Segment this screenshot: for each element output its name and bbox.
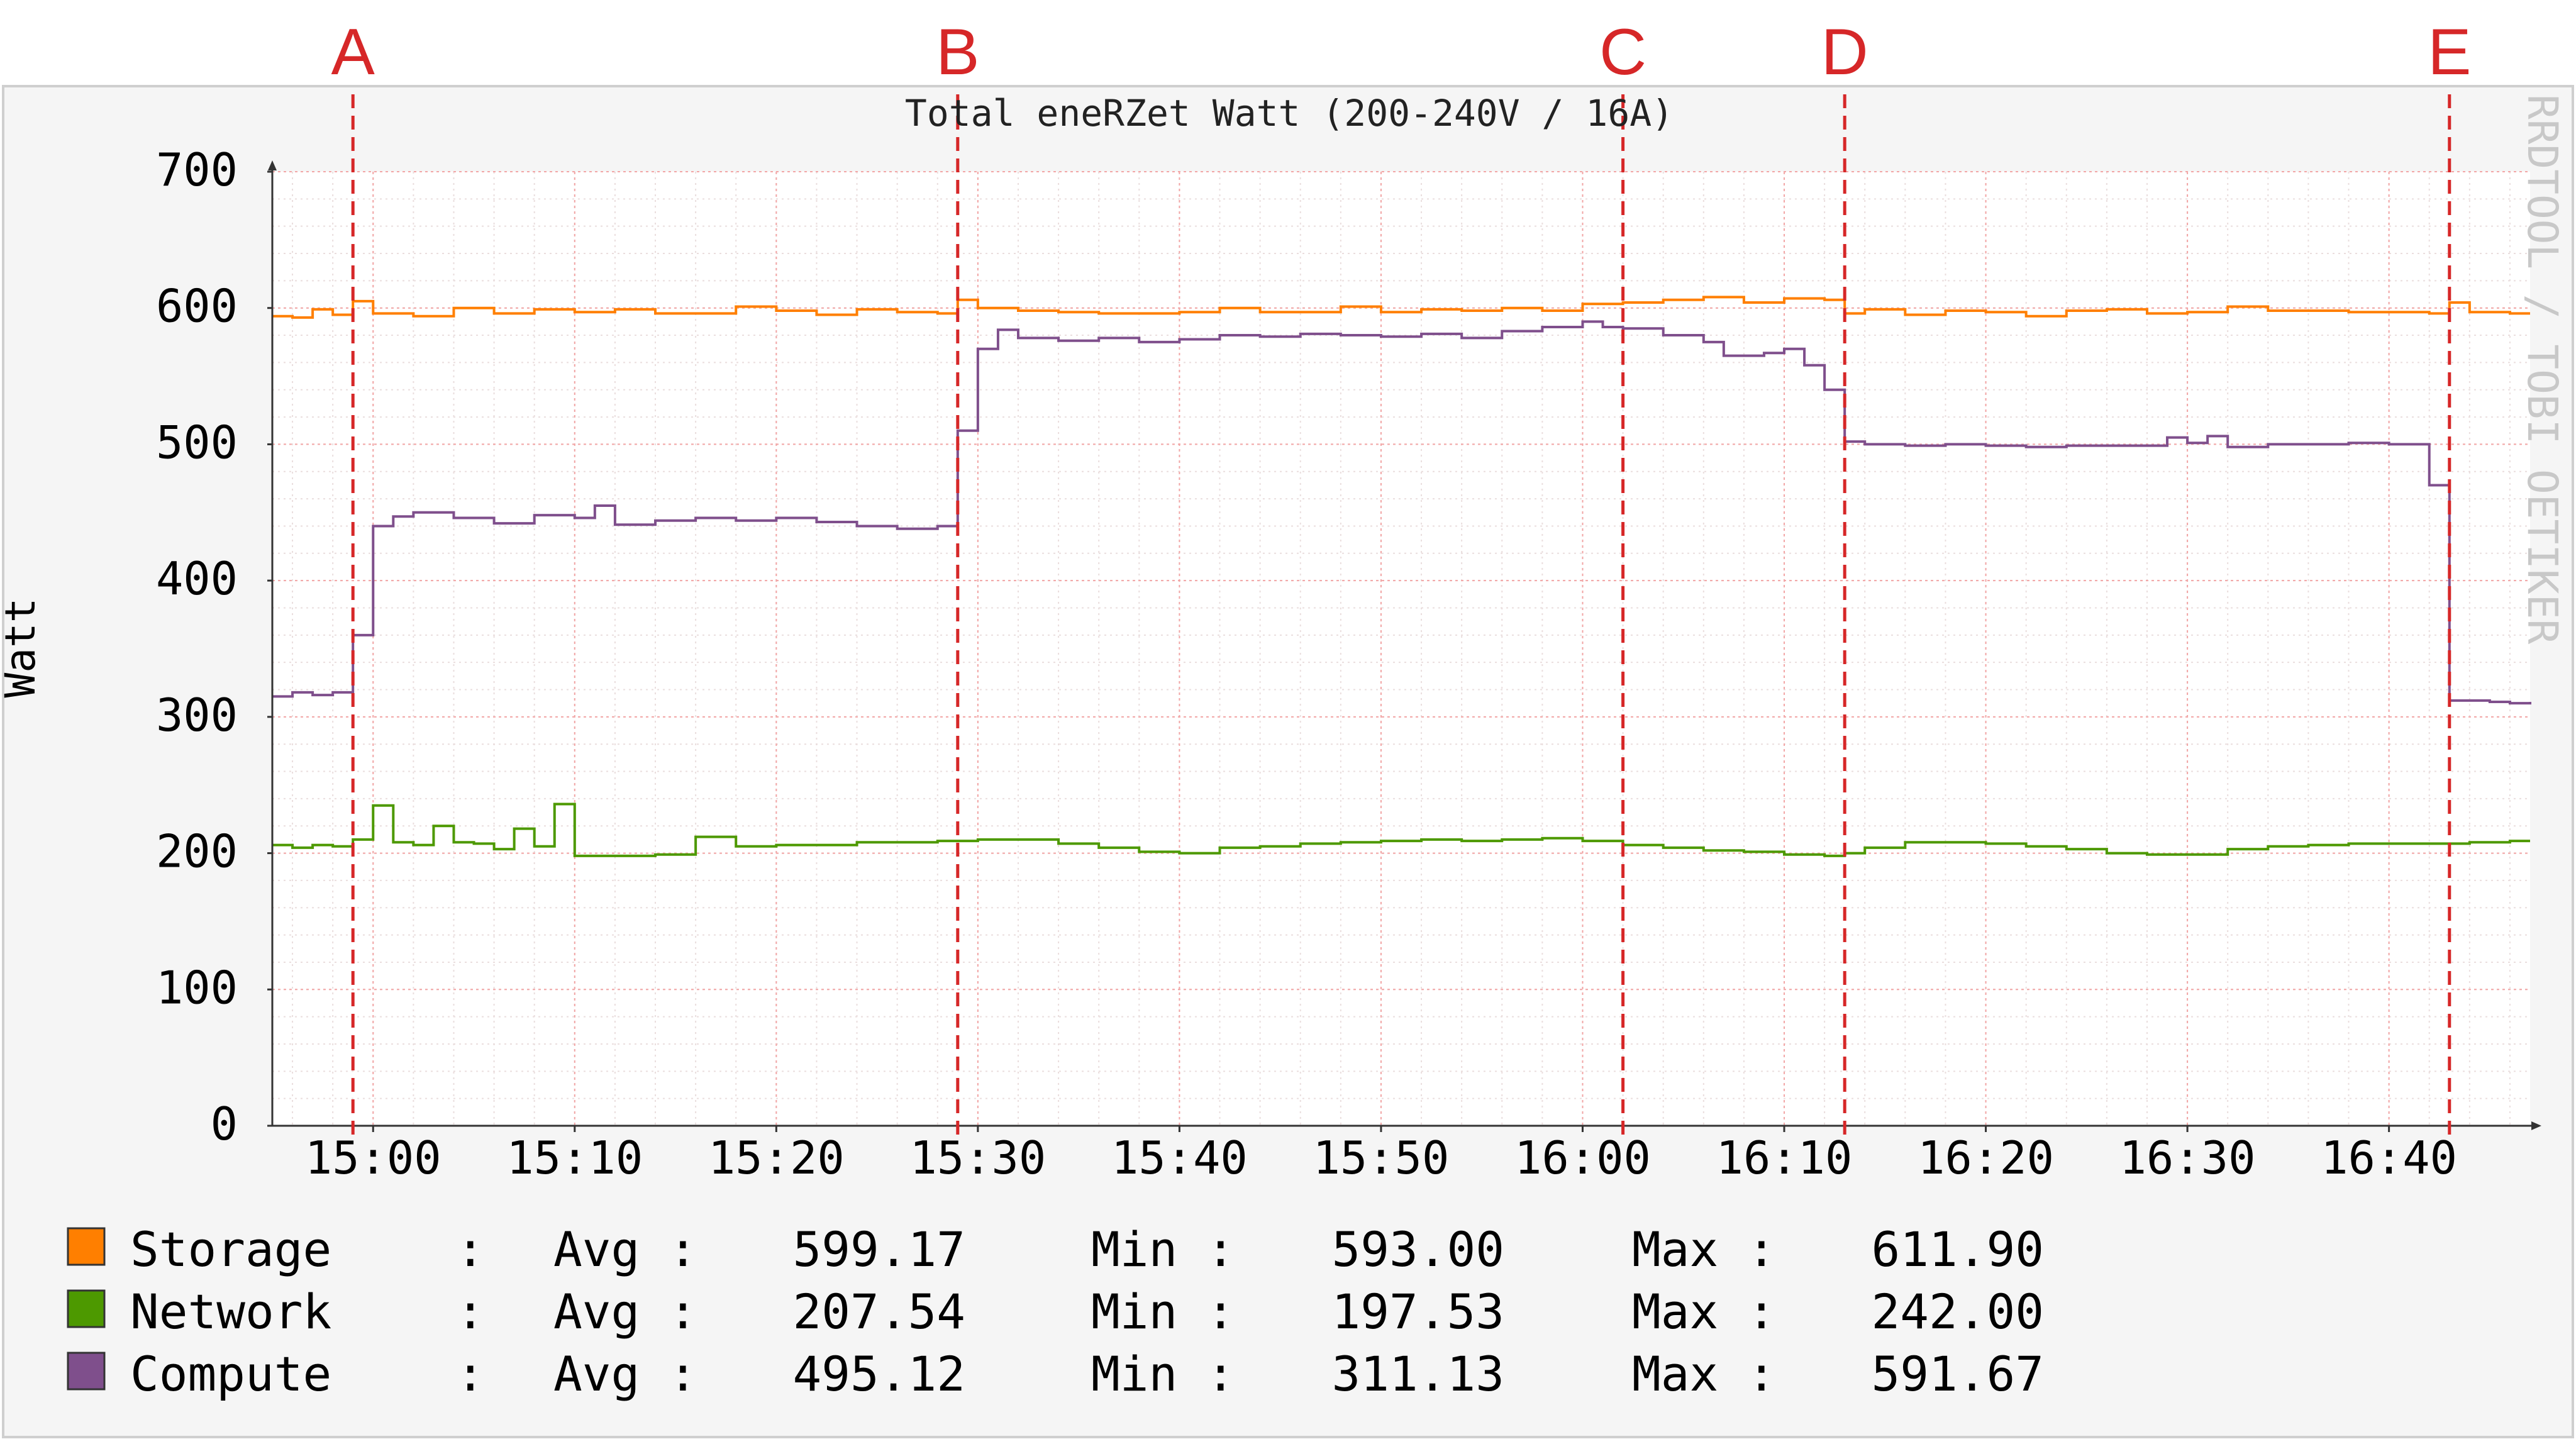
marker-label-d: D	[1821, 16, 1868, 89]
legend-network-min: 197.53	[1331, 1284, 1504, 1340]
legend-compute-max: 591.67	[1871, 1346, 2044, 1402]
x-tick-label: 15:00	[305, 1131, 441, 1184]
legend-compute-name: Compute	[130, 1346, 331, 1402]
x-axis-arrow	[2531, 1121, 2541, 1130]
legend-swatch-network	[67, 1289, 106, 1328]
legend-compute-min: 311.13	[1331, 1346, 1504, 1402]
series-line-compute	[272, 320, 2531, 705]
legend-compute-avg-label: Avg :	[553, 1346, 697, 1402]
x-tick-label: 16:40	[2321, 1131, 2457, 1184]
legend-storage-max-label: Max :	[1632, 1221, 1776, 1277]
grid-layer	[272, 171, 2530, 1126]
legend-compute-max-label: Max :	[1632, 1346, 1776, 1402]
y-tick-label: 400	[156, 552, 238, 605]
legend-network-avg-label: Avg :	[553, 1284, 697, 1340]
x-tick-label: 16:30	[2119, 1131, 2256, 1184]
marker-label-e: E	[2428, 16, 2471, 89]
legend-storage-name: Storage	[130, 1221, 331, 1277]
y-tick-label: 0	[211, 1097, 238, 1150]
x-tick-label: 15:10	[506, 1131, 643, 1184]
legend-storage-min: 593.00	[1331, 1221, 1504, 1277]
legend-compute-avg: 495.12	[792, 1346, 965, 1402]
x-tick-label: 15:40	[1111, 1131, 1248, 1184]
y-tick-label: 700	[156, 143, 238, 196]
legend-storage-sep: :	[456, 1221, 485, 1277]
series-line-network	[272, 803, 2530, 857]
marker-layer: A B C D E	[331, 16, 2471, 1135]
legend-swatch-storage	[67, 1227, 106, 1266]
x-tick-label: 16:00	[1514, 1131, 1651, 1184]
y-tick-label: 300	[156, 689, 238, 741]
series-layer	[272, 296, 2531, 857]
legend-compute-min-label: Min :	[1091, 1346, 1235, 1402]
y-tick-label: 600	[156, 280, 238, 333]
y-tick-label: 500	[156, 416, 238, 469]
legend: Storage: Avg : 599.17 Min : 593.00 Max : 611.9…	[67, 1221, 2044, 1402]
watermark: RRDTOOL / TOBI OETIKER	[2518, 94, 2567, 644]
legend-network-max-label: Max :	[1632, 1284, 1776, 1340]
y-axis-label: Watt	[0, 598, 45, 698]
y-axis-arrow	[268, 160, 277, 170]
x-tick-label: 15:30	[910, 1131, 1046, 1184]
legend-storage-min-label: Min :	[1091, 1221, 1235, 1277]
y-tick-label: 100	[156, 961, 238, 1014]
x-tick-label: 16:10	[1716, 1131, 1853, 1184]
axis-layer: 0 100 200 300 400 500 600 700 15:00 15:10 15:20 15:…	[156, 143, 2541, 1184]
marker-label-a: A	[331, 16, 375, 89]
y-tick-label: 200	[156, 825, 238, 878]
series-line-storage	[272, 296, 2530, 319]
legend-compute-sep: :	[456, 1346, 485, 1402]
plot-area	[272, 172, 2530, 1126]
legend-network-name: Network	[130, 1284, 331, 1340]
marker-label-c: C	[1599, 16, 1646, 89]
legend-network-min-label: Min :	[1091, 1284, 1235, 1340]
legend-network-max: 242.00	[1871, 1284, 2044, 1340]
x-tick-label: 15:20	[708, 1131, 845, 1184]
legend-storage-max: 611.90	[1871, 1221, 2044, 1277]
legend-swatch-compute	[67, 1352, 106, 1391]
legend-network-sep: :	[456, 1284, 485, 1340]
chart-title: Total eneRZet Watt (200-240V / 16A)	[905, 92, 1674, 135]
x-tick-label: 15:50	[1313, 1131, 1450, 1184]
marker-label-b: B	[936, 16, 979, 89]
legend-network-avg: 207.54	[792, 1284, 965, 1340]
legend-storage-avg: 599.17	[792, 1221, 965, 1277]
x-tick-label: 16:20	[1918, 1131, 2054, 1184]
legend-storage-avg-label: Avg :	[553, 1221, 697, 1277]
